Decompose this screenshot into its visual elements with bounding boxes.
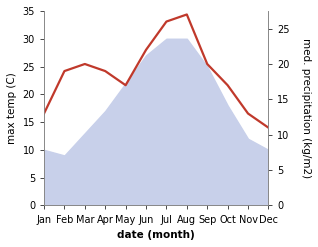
X-axis label: date (month): date (month) <box>117 230 195 240</box>
Y-axis label: med. precipitation (kg/m2): med. precipitation (kg/m2) <box>301 38 311 178</box>
Y-axis label: max temp (C): max temp (C) <box>7 72 17 144</box>
